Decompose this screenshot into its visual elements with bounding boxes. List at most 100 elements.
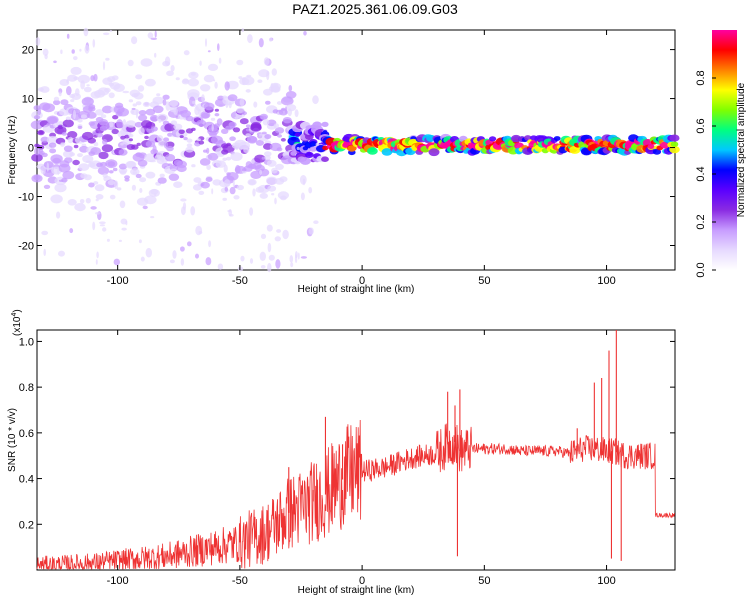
spectrogram-cell [131, 144, 139, 150]
spectrogram-cell [102, 61, 106, 71]
spectrogram-cell [127, 59, 134, 67]
spectrogram-cell [276, 147, 283, 152]
spectrogram-cell [252, 188, 256, 197]
spectrogram-cell [94, 184, 105, 192]
spectrogram-cell [180, 246, 185, 252]
spectrogram-cell [264, 134, 272, 140]
spectrogram-cell [428, 148, 440, 157]
spectrogram-cell [67, 199, 77, 206]
spectrogram-cell [274, 197, 277, 205]
spectrogram-cell [291, 136, 297, 141]
spectrogram-cell [64, 157, 73, 164]
spectrogram-cell [282, 117, 292, 124]
spectrogram-cell [185, 146, 194, 153]
spectrogram-cell [119, 200, 126, 209]
spectrogram-cell [254, 154, 266, 163]
spectrogram-cell [57, 166, 60, 176]
spectrogram-cell [194, 106, 200, 116]
spectrogram-cell [97, 166, 110, 175]
spectrogram-cell [139, 188, 143, 193]
spectrogram-cell [200, 111, 211, 119]
spectrogram-cell [236, 184, 244, 191]
spectrogram-cell [268, 37, 273, 42]
spectrogram-cell [271, 68, 277, 76]
spectrogram-cell [207, 50, 211, 53]
spectrogram-cell [79, 145, 89, 153]
spectrogram-cell [96, 132, 103, 138]
spectrogram-cell [229, 214, 234, 217]
spectrogram-cell [524, 135, 532, 141]
spectrogram-cell [70, 66, 82, 75]
spectrogram-cell [186, 138, 193, 143]
spectrogram-cell [295, 251, 298, 259]
spectrogram-cell [308, 227, 314, 235]
spectrogram-cell [137, 159, 148, 167]
spectrogram-cell [111, 75, 119, 81]
spectrogram-cell [170, 168, 177, 171]
snr-y-tick-label: 1.0 [19, 336, 34, 348]
spectrogram-cell [224, 186, 228, 192]
spectrogram-cell [102, 227, 107, 232]
spectrogram-cell [265, 100, 271, 105]
spectrogram-cell [222, 157, 227, 161]
spectrogram-cell [245, 161, 252, 169]
spectrogram-cell [144, 195, 157, 205]
spectrogram-cell [131, 110, 134, 114]
spectrogram-cell [276, 101, 283, 105]
spectrogram-cell [118, 239, 122, 242]
spectrogram-cell [102, 173, 108, 179]
spectrogram-cell [279, 176, 288, 183]
spectrogram-cell [99, 224, 105, 227]
spectrogram-cell [203, 74, 215, 83]
spectrogram-cell [120, 142, 124, 146]
spectrogram-cell [180, 258, 185, 266]
spectrogram-cell [553, 136, 561, 141]
spectrogram-cell [135, 74, 143, 80]
spectrogram-cell [128, 99, 134, 103]
spectrogram-cell [136, 142, 141, 146]
spectrogram-cell [150, 216, 155, 219]
spectrogram-cell [73, 109, 76, 120]
spectrogram-cell [35, 37, 41, 46]
spectrogram-cell [77, 118, 83, 123]
spectrogram-cell [290, 262, 294, 268]
spectrogram-cell [367, 147, 378, 155]
spectrogram-cell [198, 140, 205, 145]
spectrogram-cell [248, 67, 256, 72]
spectrogram-cell [73, 56, 78, 61]
spectrogram-cell [135, 109, 139, 119]
spectrogram-cell [165, 101, 171, 111]
spectrogram-cell [90, 147, 102, 155]
spectrogram-cell [312, 121, 322, 129]
spectrogram-cell [261, 131, 267, 135]
spectrogram-cell [191, 127, 196, 131]
spectrogram-cell [102, 105, 113, 114]
spectrogram-cell [187, 78, 199, 87]
spectrogram-cell [222, 197, 227, 201]
spectrogram-cell [73, 76, 79, 81]
spectrogram-cell [647, 144, 655, 149]
spectrogram-cell [299, 175, 307, 185]
spectrogram-cell [137, 85, 145, 92]
snr-scale-close: ) [12, 309, 23, 312]
spectrogram-cell [280, 195, 287, 201]
spectrogram-cell [260, 233, 267, 240]
snr-series-line [36, 419, 675, 571]
spectrogram-cell [249, 258, 254, 264]
spectrogram-cell [250, 159, 255, 164]
spectrogram-cell [47, 116, 58, 124]
spectrogram-cell [172, 250, 177, 259]
spectrogram-cell [180, 110, 192, 118]
spectrogram-cell [173, 107, 178, 115]
colorbar: 0.0 0.2 0.4 0.6 0.8 Normalized spectral ampl… [695, 30, 747, 278]
spectrogram-cell [200, 181, 210, 189]
spectrogram-cell [304, 151, 314, 158]
spectrogram-cell [133, 92, 144, 100]
spectrogram-cell [154, 52, 157, 58]
spectrogram-cell [183, 50, 190, 56]
spectrogram-cell [120, 127, 127, 136]
spectrogram-cell [124, 175, 130, 180]
spectrogram-cell [62, 170, 75, 180]
spectrogram-y-tick-label: -20 [18, 241, 34, 253]
spectrogram-cell [145, 247, 152, 258]
